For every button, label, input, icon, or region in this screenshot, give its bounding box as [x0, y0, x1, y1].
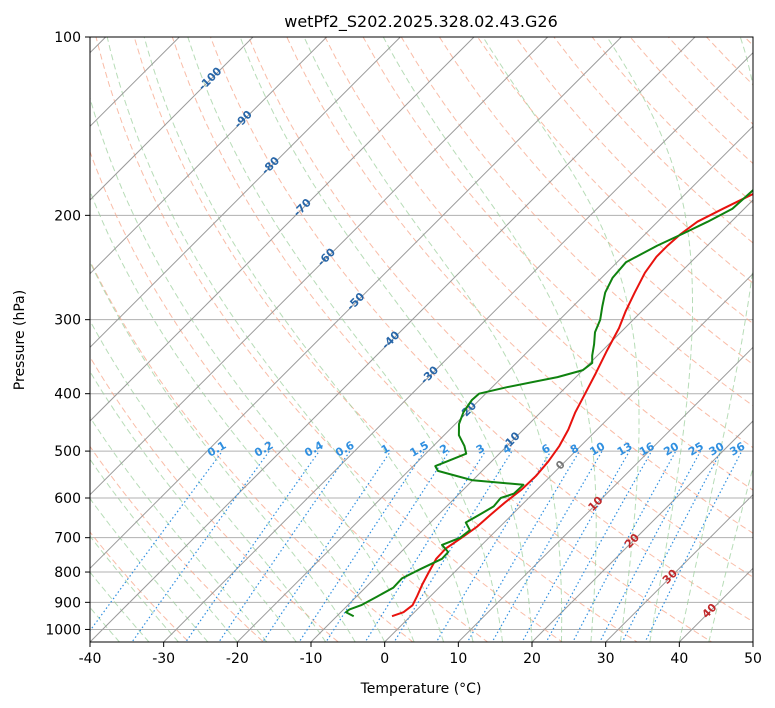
y-axis-ticks: 100 200 300 400 500 600 700 800 900 1000: [45, 30, 90, 638]
moist-adiabat-line: [303, 37, 563, 642]
plot-frame: [89, 36, 754, 643]
y-tick-label: 400: [54, 387, 81, 403]
moist-adiabat-line: [239, 37, 533, 642]
x-tick-label: -30: [152, 651, 175, 667]
dry-adiabats: [90, 37, 753, 642]
temperature-profile-line: [391, 192, 753, 618]
plot-background: [90, 37, 753, 642]
dry-adiabat-line: [90, 150, 489, 642]
moist-adiabats: [90, 37, 753, 642]
mixing-ratio-line: [364, 450, 486, 642]
moist-adiabat-line: [382, 37, 597, 642]
moist-adiabat-line: [90, 535, 179, 642]
y-tick-label: 300: [54, 313, 81, 329]
mixing-ratio-line: [491, 450, 603, 642]
isotherm-line: [90, 37, 475, 422]
isotherm-line: [90, 37, 696, 642]
y-tick-label: 800: [54, 565, 81, 581]
x-tick-label: 40: [670, 651, 688, 667]
isotherm-line: [531, 420, 753, 642]
moist-adiabat-line: [678, 37, 753, 642]
dry-adiabat-line: [95, 37, 564, 642]
dry-adiabat-line: [438, 37, 753, 366]
x-tick-label: -40: [79, 651, 102, 667]
dry-adiabat-line: [362, 37, 753, 449]
dry-adiabat-line: [90, 259, 414, 642]
isotherm-line: [90, 37, 622, 570]
mixing-ratio-line: [599, 450, 702, 642]
moist-adiabat-line: [606, 37, 693, 642]
moist-adiabat-line: [90, 571, 150, 642]
mixing-ratio-line: [435, 450, 552, 642]
pressure-gridlines: [90, 37, 753, 630]
moist-adiabat-line: [90, 260, 356, 642]
x-tick-label: -10: [300, 651, 323, 667]
dry-adiabat-line: [90, 531, 190, 642]
isotherm-line: [90, 37, 254, 201]
isotherm-line: [236, 125, 753, 642]
y-tick-label: 600: [54, 491, 81, 507]
mixing-ratio-line: [466, 450, 580, 642]
mixing-ratio-line: [262, 450, 392, 642]
isotherm-line: [90, 37, 328, 275]
chart-title: wetPf2_S202.2025.328.02.43.G26: [284, 12, 558, 32]
dry-adiabat-line: [209, 37, 753, 623]
x-tick-label: 0: [380, 651, 389, 667]
y-tick-label: 900: [54, 595, 81, 611]
moist-adiabat-line: [106, 37, 445, 642]
x-tick-label: 50: [744, 651, 762, 667]
moist-adiabat-line: [90, 458, 238, 642]
mixing-ratio-lines: [90, 450, 743, 642]
moist-adiabat-line: [187, 37, 503, 642]
dry-adiabat-line: [400, 37, 753, 407]
x-axis-ticks: -40 -30 -20 -10 0 10 20 30 40 50: [79, 642, 762, 667]
dewpoint-profile-line: [345, 188, 753, 618]
moist-adiabat-line: [90, 416, 268, 642]
moist-adiabat-line: [90, 497, 209, 642]
isotherm-line: [605, 493, 753, 642]
moist-adiabat-line: [90, 96, 415, 642]
dry-adiabat-line: [133, 37, 638, 642]
y-tick-label: 200: [54, 208, 81, 224]
y-tick-label: 500: [54, 444, 81, 460]
mixing-ratio-line: [572, 450, 677, 642]
moist-adiabat-line: [90, 319, 327, 642]
dry-adiabat-line: [515, 37, 753, 284]
mixing-ratio-line: [131, 450, 270, 642]
y-tick-label: 100: [54, 30, 81, 46]
isotherm-line: [90, 37, 401, 349]
moist-adiabat-line: [482, 37, 640, 642]
isotherm-line: [90, 37, 549, 496]
x-tick-label: 20: [523, 651, 541, 667]
moist-adiabat-line: [143, 37, 474, 642]
y-tick-label: 1000: [45, 622, 81, 638]
mixing-ratio-line: [298, 450, 425, 642]
isotherm-line: [457, 346, 753, 642]
isotherm-line: [384, 272, 753, 642]
moist-adiabat-line: [90, 189, 386, 642]
x-tick-label: 10: [449, 651, 467, 667]
dry-adiabat-line: [248, 37, 753, 578]
mixing-ratio-line: [545, 450, 653, 642]
y-axis-label: Pressure (hPa): [12, 290, 28, 390]
isotherm-line: [163, 51, 753, 642]
dry-adiabat-line: [90, 445, 265, 642]
mixing-ratio-line: [218, 450, 351, 642]
mixing-ratio-line: [393, 450, 513, 642]
dry-adiabat-line: [286, 37, 753, 534]
x-tick-label: 30: [597, 651, 615, 667]
x-tick-label: -20: [226, 651, 249, 667]
moist-adiabat-line: [708, 465, 753, 642]
dry-adiabat-line: [171, 37, 713, 642]
mixing-ratio-line: [325, 450, 450, 642]
y-tick-label: 700: [54, 531, 81, 547]
moist-adiabat-line: [90, 370, 297, 642]
x-axis-label: Temperature (°C): [360, 681, 482, 697]
sounding-profiles: [345, 188, 753, 618]
